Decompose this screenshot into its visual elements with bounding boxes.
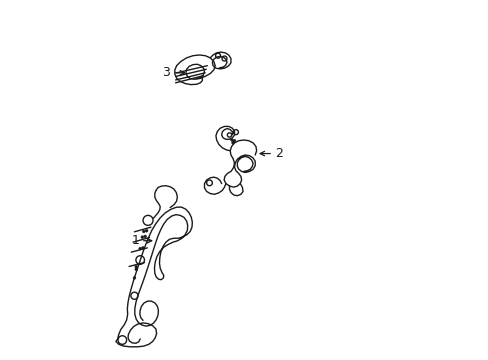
Circle shape	[139, 247, 142, 250]
Circle shape	[142, 230, 145, 233]
Circle shape	[135, 268, 138, 271]
Text: 1: 1	[131, 234, 139, 247]
Circle shape	[143, 235, 146, 238]
Circle shape	[231, 141, 234, 144]
Circle shape	[133, 276, 136, 279]
Circle shape	[145, 229, 148, 232]
Circle shape	[135, 265, 138, 268]
Circle shape	[142, 247, 144, 249]
Text: 3: 3	[162, 66, 170, 79]
Text: 2: 2	[275, 147, 283, 160]
Circle shape	[230, 139, 233, 141]
Circle shape	[141, 236, 143, 239]
Circle shape	[233, 139, 235, 142]
